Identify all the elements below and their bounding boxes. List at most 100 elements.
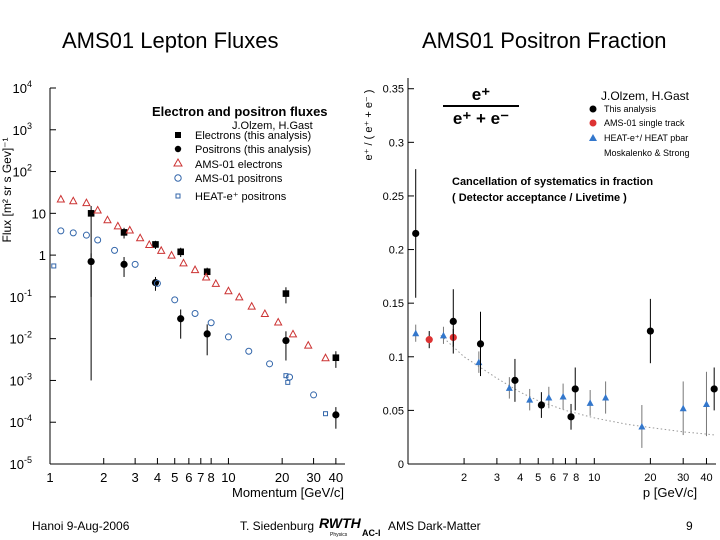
right-point-series-0 [449, 317, 457, 325]
right-point-series-2 [526, 396, 534, 403]
left-point-series-2 [56, 194, 66, 203]
left-point-series-3 [310, 391, 318, 399]
right-point-series-2 [505, 384, 513, 391]
left-point-series-2 [211, 278, 221, 287]
left-point-series-3 [245, 347, 253, 355]
right-x-tick-label: 8 [573, 472, 579, 484]
right-y-tick-label: 0.1 [389, 352, 404, 364]
left-point-series-3 [131, 260, 139, 268]
right-point-series-2 [475, 358, 483, 366]
theory-curve [440, 334, 717, 436]
left-x-ticks: 1 2 3 4 5 6 7 8 10 20 30 40 [46, 458, 343, 485]
left-point-series-2 [260, 308, 270, 318]
right-point-series-0 [412, 229, 420, 238]
left-point-series-0 [203, 268, 211, 276]
footer-author: T. Siedenburg [240, 519, 315, 533]
right-x-tick-label: 10 [588, 472, 600, 484]
left-point-series-2 [135, 233, 145, 242]
left-point-series-2 [273, 317, 283, 326]
right-y-tick-label: 0.15 [383, 298, 404, 310]
left-x-tick-label: 3 [132, 470, 139, 485]
left-y-tick-label: 102 [13, 163, 32, 180]
right-x-ticks: 2 3 4 5 6 7 8 10 20 30 40 [407, 458, 713, 484]
left-y-tick-label: 10-3 [10, 371, 32, 388]
logo-sub-text: Physics [330, 532, 348, 538]
right-point-series-2 [602, 394, 610, 401]
left-point-series-2 [234, 292, 244, 301]
legend-label-moskalenko: Moskalenko & Strong [604, 148, 690, 158]
left-y-axis-label: Flux [m² sr s Gev]⁻¹ [0, 137, 14, 242]
formula-numerator: e⁺ [472, 85, 490, 104]
left-x-axis-label: Momentum [GeV/c] [232, 485, 344, 500]
right-point-series-0 [710, 385, 718, 393]
right-point-series-1 [425, 336, 433, 344]
left-x-tick-label: 10 [221, 470, 235, 485]
legend-marker-heat [589, 134, 597, 141]
legend-marker-electrons [175, 132, 181, 138]
right-x-tick-label: 3 [494, 472, 500, 484]
left-point-series-3 [171, 296, 179, 304]
left-point-series-2 [93, 205, 103, 214]
left-chart-title: Electron and positron fluxes [152, 104, 328, 119]
legend-label-heat-positrons: HEAT-e⁺ positrons [195, 191, 287, 203]
left-point-series-3 [69, 229, 77, 237]
legend-marker-positrons [174, 145, 182, 153]
left-y-tick-label: 104 [13, 79, 32, 96]
right-x-tick-label: 30 [677, 472, 689, 484]
formula-denominator: e⁺ + e⁻ [453, 109, 509, 128]
left-point-series-2 [144, 239, 154, 248]
right-data-marks [412, 169, 718, 448]
left-x-tick-label: 5 [171, 470, 178, 485]
left-point-series-2 [179, 258, 188, 267]
left-x-tick-label: 8 [208, 470, 215, 485]
left-point-series-2 [321, 353, 330, 362]
legend-label-ams-single-track: AMS-01 single track [604, 118, 685, 128]
right-point-series-2 [638, 422, 646, 430]
left-data-marks [51, 194, 340, 429]
right-point-series-0 [537, 401, 545, 409]
right-y-tick-label: 0.2 [389, 245, 404, 257]
legend-marker-heat-positrons [175, 193, 181, 199]
right-x-tick-label: 4 [517, 472, 523, 484]
right-point-series-0 [571, 385, 579, 393]
left-point-series-2 [303, 340, 313, 349]
left-point-series-2 [82, 198, 91, 207]
left-point-series-0 [120, 229, 128, 236]
annotation-line-2: ( Detector acceptance / Livetime ) [452, 192, 627, 204]
right-x-tick-label: 2 [461, 472, 467, 484]
right-point-series-2 [412, 329, 420, 337]
left-point-series-3 [153, 279, 161, 287]
left-point-series-4 [323, 411, 329, 417]
right-y-tick-label: 0.05 [383, 405, 404, 417]
left-x-tick-label: 6 [185, 470, 192, 485]
left-point-series-2 [156, 245, 166, 254]
left-y-tick-label: 1 [39, 248, 46, 263]
right-x-tick-label: 6 [550, 472, 556, 484]
left-x-tick-label: 4 [154, 470, 161, 485]
right-x-axis-label: p [GeV/c] [643, 485, 697, 500]
left-point-series-3 [191, 310, 199, 318]
legend-label-ams-positrons: AMS-01 positrons [195, 173, 283, 185]
left-point-series-4 [283, 373, 289, 379]
left-chart-credit: J.Olzem, H.Gast [232, 120, 313, 132]
right-point-series-0 [567, 413, 575, 421]
left-point-series-2 [288, 329, 298, 338]
left-point-series-2 [68, 196, 78, 205]
right-chart-credit: J.Olzem, H.Gast [601, 89, 690, 103]
legend-marker-ams-positrons [174, 174, 182, 182]
legend-label-electrons: Electrons (this analysis) [195, 130, 311, 142]
left-x-tick-label: 2 [100, 470, 107, 485]
left-y-tick-label: 103 [13, 121, 32, 138]
footer-page-number: 9 [686, 519, 693, 533]
left-y-tick-label: 10 [32, 206, 46, 221]
right-x-tick-label: 5 [535, 472, 541, 484]
right-point-series-0 [511, 376, 519, 384]
right-y-tick-label: 0.35 [383, 84, 404, 96]
left-point-series-2 [103, 215, 112, 224]
right-point-series-0 [476, 340, 485, 348]
left-point-series-3 [224, 333, 232, 341]
left-point-series-1 [203, 330, 211, 338]
right-x-tick-label: 20 [644, 472, 656, 484]
